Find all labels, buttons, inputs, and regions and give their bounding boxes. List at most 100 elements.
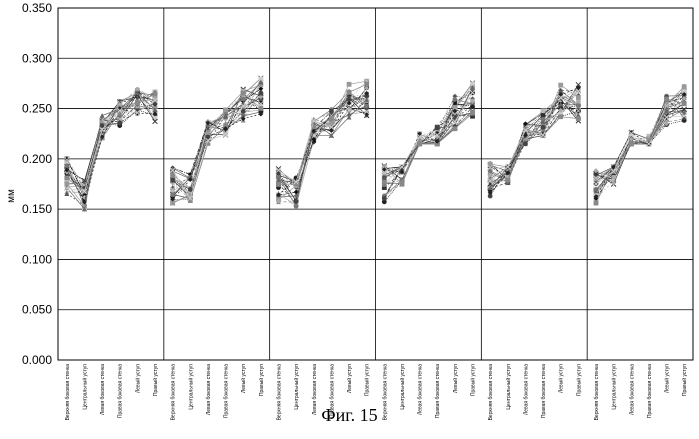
x-tick-label: Правый уступ — [258, 364, 265, 396]
x-tick-label: Левый уступ — [452, 364, 459, 393]
data-point — [541, 109, 546, 114]
data-point — [170, 178, 175, 183]
data-point — [382, 196, 387, 201]
data-point — [294, 199, 299, 204]
data-point — [452, 97, 457, 102]
series-line — [279, 98, 367, 185]
series-line — [384, 101, 472, 182]
data-point — [400, 181, 405, 186]
series-line — [279, 100, 367, 183]
x-tick-label: Правый уступ — [152, 364, 159, 396]
data-point — [170, 173, 175, 178]
data-point — [382, 180, 387, 185]
data-point — [241, 91, 246, 96]
series-line — [67, 93, 155, 209]
series-line — [173, 97, 261, 200]
data-point — [523, 141, 528, 146]
data-point — [435, 126, 440, 131]
series-line — [279, 111, 367, 182]
data-point — [294, 204, 299, 209]
data-point — [241, 109, 246, 114]
data-point — [364, 82, 369, 87]
x-tick-label: Левый уступ — [346, 364, 353, 393]
series-line — [173, 93, 261, 200]
data-point — [100, 113, 105, 118]
series-line — [173, 93, 261, 200]
x-tick-label: Левый уступ — [664, 364, 671, 393]
series-line — [67, 96, 155, 184]
data-point — [241, 97, 246, 102]
y-tick-label: 0.000 — [22, 353, 52, 367]
series-line — [173, 99, 261, 188]
data-point — [276, 182, 281, 187]
series-line — [596, 97, 684, 198]
series-line — [596, 101, 684, 199]
y-tick-label: 0.250 — [22, 102, 52, 116]
data-point — [558, 114, 563, 119]
series-line — [279, 96, 367, 202]
series-line — [596, 99, 684, 203]
x-tick-label: Центральный уступ — [187, 364, 194, 410]
series-line — [173, 104, 261, 199]
data-point — [135, 100, 140, 105]
x-tick-label: Левый уступ — [558, 364, 565, 393]
data-point — [329, 116, 334, 121]
data-point — [258, 106, 263, 111]
series-line — [67, 99, 155, 207]
series-line — [279, 98, 367, 181]
x-tick-label: Правый уступ — [364, 364, 371, 396]
data-point — [347, 82, 352, 87]
series-line — [279, 102, 367, 206]
data-point — [682, 84, 687, 89]
series-line — [384, 115, 472, 188]
data-point — [629, 141, 634, 146]
y-tick-label: 0.050 — [22, 303, 52, 317]
data-point — [258, 91, 263, 96]
x-tick-label: Центральный уступ — [611, 364, 618, 410]
series-line — [384, 104, 472, 197]
series-line — [490, 99, 578, 184]
series-line — [384, 107, 472, 199]
x-tick-label: Центральный уступ — [399, 364, 406, 410]
series-line — [173, 83, 261, 194]
x-tick-label: Центральный уступ — [293, 364, 300, 410]
series-line — [173, 96, 261, 196]
data-point — [170, 193, 175, 198]
series-line — [173, 98, 261, 199]
data-point — [558, 83, 563, 88]
series-line — [67, 106, 155, 187]
data-point — [682, 101, 687, 106]
data-point — [64, 176, 69, 181]
series-line — [67, 106, 155, 185]
series-line — [279, 94, 367, 204]
figure-caption: Фиг. 15 — [0, 405, 699, 426]
data-point — [64, 163, 69, 168]
x-tick-label: Центральный уступ — [81, 364, 88, 410]
data-point — [153, 92, 158, 97]
y-tick-label: 0.150 — [22, 202, 52, 216]
series-line — [173, 98, 261, 195]
series-line — [490, 101, 578, 194]
series-line — [173, 95, 261, 192]
y-axis-label: мм — [6, 189, 17, 203]
y-tick-label: 0.100 — [22, 252, 52, 266]
series-line — [279, 94, 367, 181]
data-point — [470, 111, 475, 116]
data-point — [505, 178, 510, 183]
data-point — [417, 141, 422, 146]
series-line — [596, 120, 684, 194]
y-tick-label: 0.200 — [22, 152, 52, 166]
series-line — [279, 102, 367, 202]
data-point — [223, 108, 228, 113]
y-tick-label: 0.350 — [22, 1, 52, 15]
x-tick-label: Правый уступ — [470, 364, 477, 396]
data-point — [188, 187, 193, 192]
data-point — [364, 104, 369, 109]
axes: 0.0000.0500.1000.1500.2000.2500.3000.350… — [22, 1, 688, 420]
x-tick-label: Левый уступ — [240, 364, 247, 393]
series-line — [173, 82, 261, 195]
data-point — [117, 121, 122, 126]
data-point — [664, 97, 669, 102]
series-line — [490, 95, 578, 177]
